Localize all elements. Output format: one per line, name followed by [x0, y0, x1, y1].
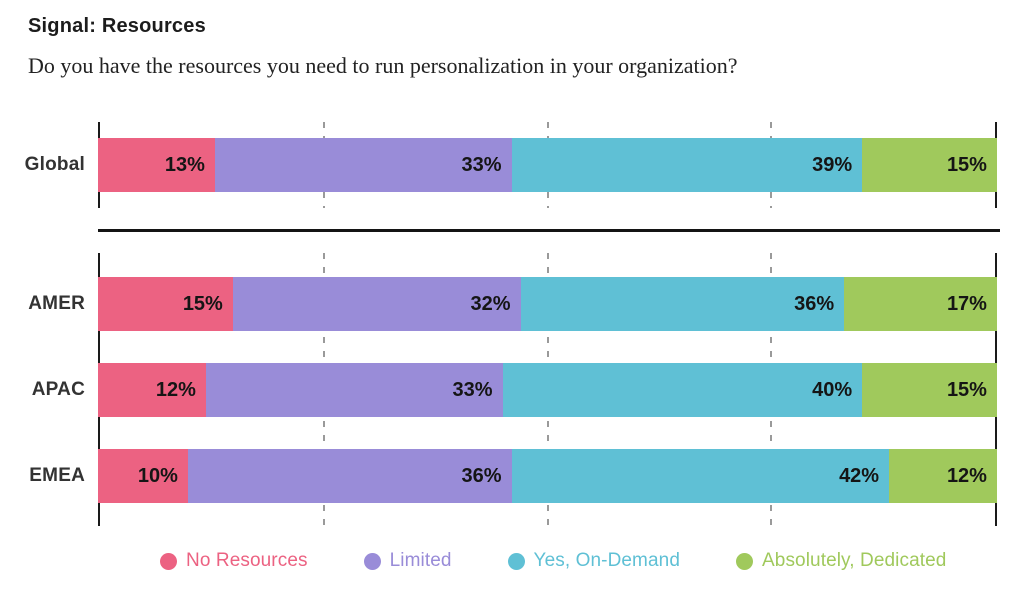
bar-row-apac: APAC 12% 33% 40% 15% [0, 363, 1024, 417]
legend-label: Absolutely, Dedicated [762, 550, 947, 571]
bar-segment: 32% [232, 277, 521, 331]
bar-segment: 15% [862, 138, 997, 192]
segment-value-label: 33% [461, 153, 502, 176]
legend-label: Limited [389, 550, 452, 571]
bar-track: 15% 32% 36% 17% [98, 277, 997, 331]
segment-value-label: 12% [946, 464, 987, 487]
bar-segment: 10% [98, 449, 188, 503]
segment-value-label: 40% [812, 378, 853, 401]
chart-section-regions: AMER 15% 32% 36% 17% APAC 12% 33% 40% 15% EMEA 10% 3… [0, 253, 1024, 526]
legend-dot-icon [363, 552, 381, 570]
legend-label: Yes, On-Demand [533, 550, 680, 571]
legend-dot-icon [160, 552, 177, 570]
stacked-bar-chart: Global 13% 33% 39% 15% AMER 15% 32% 36% 17% APAC 12… [0, 122, 1024, 526]
chart-legend: No Resources Limited Yes, On-Demand Absolut… [160, 550, 1024, 572]
row-label: EMEA [29, 465, 85, 486]
legend-item-absolutely-dedicated: Absolutely, Dedicated [736, 550, 946, 572]
segment-value-label: 36% [461, 464, 502, 487]
bar-segment: 15% [98, 277, 233, 331]
segment-value-label: 15% [182, 292, 223, 315]
bar-row-global: Global 13% 33% 39% 15% [0, 138, 1024, 192]
chart-question: Do you have the resources you need to ru… [28, 53, 738, 78]
bar-track: 13% 33% 39% 15% [98, 138, 997, 192]
legend-item-no-resources: No Resources [160, 550, 308, 572]
bar-segment: 15% [862, 363, 997, 417]
bar-segment: 12% [889, 449, 997, 503]
bar-segment: 39% [511, 138, 863, 192]
bar-row-emea: EMEA 10% 36% 42% 12% [0, 449, 1024, 503]
segment-value-label: 12% [155, 378, 196, 401]
segment-value-label: 36% [794, 292, 835, 315]
bar-segment: 12% [98, 363, 206, 417]
legend-label: No Resources [186, 550, 308, 571]
segment-value-label: 15% [946, 378, 987, 401]
row-label: APAC [31, 379, 85, 400]
row-label: Global [24, 154, 85, 175]
bar-segment: 17% [844, 277, 997, 331]
legend-item-yes-on-demand: Yes, On-Demand [507, 550, 680, 572]
bar-segment: 33% [214, 138, 512, 192]
segment-value-label: 33% [452, 378, 493, 401]
segment-value-label: 32% [470, 292, 511, 315]
bar-row-amer: AMER 15% 32% 36% 17% [0, 277, 1024, 331]
row-label: AMER [28, 293, 85, 314]
bar-segment: 40% [502, 363, 863, 417]
bar-segment: 33% [205, 363, 503, 417]
segment-value-label: 15% [946, 153, 987, 176]
segment-value-label: 10% [137, 464, 178, 487]
bar-segment: 36% [520, 277, 845, 331]
bar-track: 12% 33% 40% 15% [98, 363, 997, 417]
bar-segment: 13% [98, 138, 215, 192]
bar-segment: 42% [511, 449, 890, 503]
section-divider [98, 229, 1000, 232]
segment-value-label: 39% [812, 153, 853, 176]
legend-item-limited: Limited [363, 550, 452, 572]
bar-segment: 36% [187, 449, 512, 503]
chart-kicker: Signal: Resources [28, 15, 206, 37]
segment-value-label: 42% [839, 464, 880, 487]
legend-dot-icon [507, 552, 525, 570]
legend-dot-icon [736, 552, 753, 570]
segment-value-label: 13% [164, 153, 205, 176]
chart-section-global: Global 13% 33% 39% 15% [0, 122, 1024, 208]
segment-value-label: 17% [946, 292, 987, 315]
bar-track: 10% 36% 42% 12% [98, 449, 997, 503]
